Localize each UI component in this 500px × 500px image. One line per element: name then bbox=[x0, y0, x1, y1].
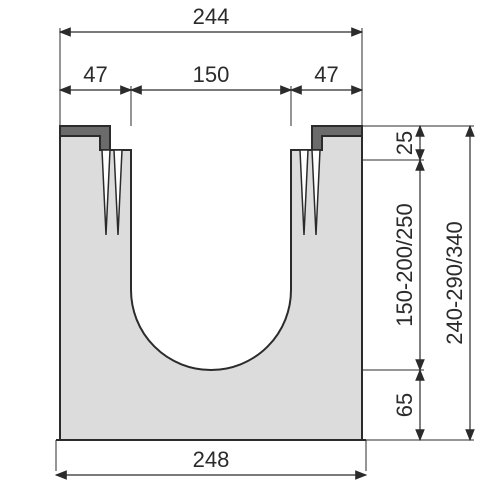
dim-label: 150 bbox=[193, 62, 230, 87]
dim-label: 244 bbox=[193, 4, 230, 29]
dim-label: 47 bbox=[83, 62, 107, 87]
dim-label: 25 bbox=[392, 131, 417, 155]
dim-label: 65 bbox=[392, 393, 417, 417]
dim-label: 47 bbox=[314, 62, 338, 87]
dim-label: 240-290/340 bbox=[442, 221, 467, 345]
channel-cross-section bbox=[56, 132, 366, 440]
dim-label: 248 bbox=[193, 447, 230, 472]
dim-label: 150-200/250 bbox=[392, 203, 417, 327]
